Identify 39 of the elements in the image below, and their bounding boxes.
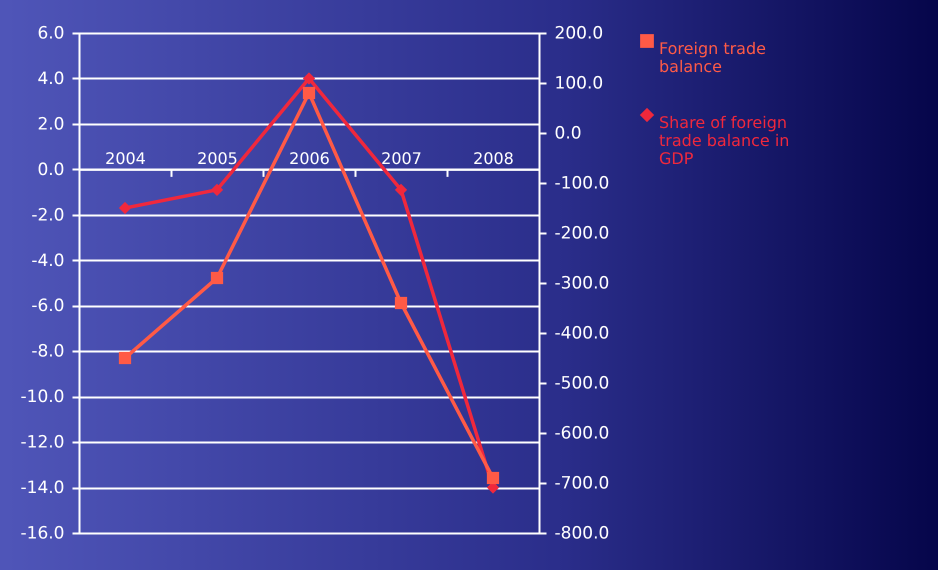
y-tick-label: -8.0: [31, 342, 64, 362]
point: [210, 272, 224, 284]
x-tick-label: 2008: [473, 148, 514, 168]
x-tick-label: 2004: [105, 148, 146, 168]
x-tick-label: 2007: [381, 148, 422, 168]
y-tick-label: -2.0: [31, 205, 64, 226]
y2-tick-label: 100.0: [554, 74, 604, 94]
point: [302, 72, 316, 85]
legend-label: Share of foreign trade balance in GDP: [659, 113, 790, 168]
y-tick-label: 2.0: [37, 114, 64, 134]
y2-tick-label: -500.0: [554, 374, 610, 394]
point: [210, 184, 224, 196]
y-tick-label: 0.0: [37, 160, 64, 180]
y2-tick-label: -300.0: [554, 274, 610, 294]
y-tick-label: -14.0: [20, 478, 64, 498]
y-tick-label: 6.0: [37, 24, 64, 44]
y-tick-label: -4.0: [31, 250, 64, 271]
point: [394, 296, 408, 310]
x-tick-label: 2005: [197, 148, 238, 168]
point: [394, 184, 408, 196]
point: [486, 472, 500, 484]
y2-tick-label: 0.0: [554, 124, 582, 144]
y-tick-label: 4.0: [37, 68, 64, 89]
legend-label: Foreign trade balance: [659, 39, 766, 76]
point: [302, 86, 316, 100]
y2-tick-label: -800.0: [554, 524, 610, 544]
y-tick-label: -10.0: [20, 387, 64, 408]
y2-tick-label: 200.0: [554, 24, 604, 44]
y2-tick-label: -400.0: [554, 324, 610, 344]
y-tick-label: -16.0: [20, 524, 64, 544]
y2-tick-label: -200.0: [554, 224, 610, 244]
point: [118, 202, 132, 214]
x-tick-label: 2006: [289, 148, 330, 168]
y2-tick-label: -100.0: [554, 174, 610, 194]
point: [118, 352, 132, 364]
y2-tick-label: -600.0: [554, 424, 610, 444]
y-tick-label: -6.0: [31, 296, 64, 316]
y-tick-label: -12.0: [20, 432, 64, 453]
y2-tick-label: -700.0: [554, 474, 610, 494]
